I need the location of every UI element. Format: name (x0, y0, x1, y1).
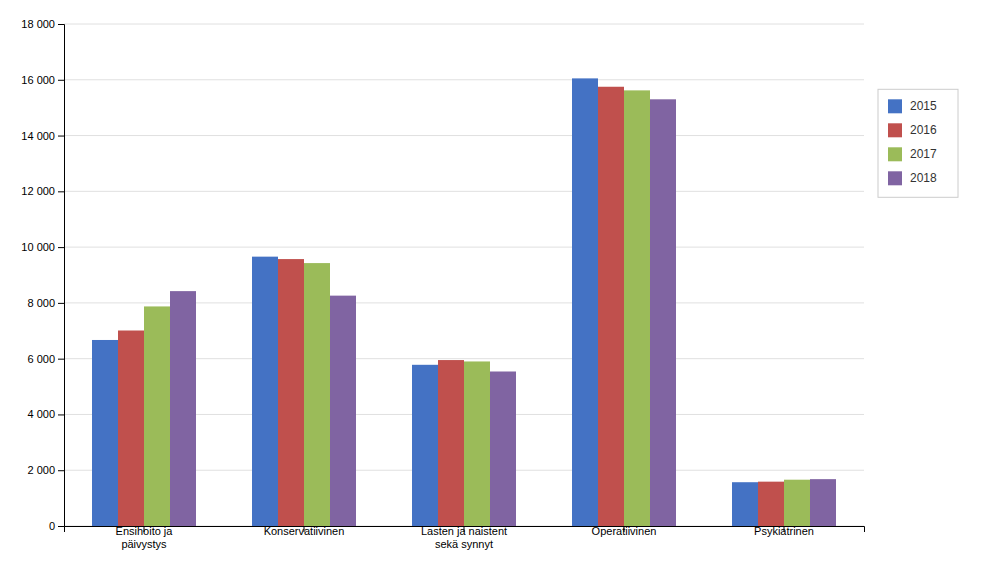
bar (118, 330, 144, 526)
bar (464, 361, 490, 526)
bar (170, 291, 196, 526)
bar (438, 360, 464, 526)
tick: 0 (49, 520, 64, 532)
legend-item: 2017 (888, 147, 937, 161)
bar (252, 257, 278, 526)
tick: 6 000 (27, 353, 64, 365)
x-axis: Ensihoito japäivystys Konservatiivinen Las… (65, 525, 865, 550)
grid-line (64, 191, 864, 192)
legend: 2015 2016 2017 2018 (878, 89, 958, 197)
bar (412, 365, 438, 526)
bar (144, 306, 170, 526)
tick: 10 000 (21, 241, 64, 253)
tick: 18 000 (21, 18, 64, 30)
tick-label: Ensihoito japäivystys (116, 525, 174, 550)
tick-mark (58, 136, 64, 137)
tick: Lasten ja naistentsekä synnyt (421, 525, 507, 550)
tick-label: Operatiivinen (592, 525, 657, 537)
legend-item: 2015 (888, 99, 937, 113)
tick-mark (58, 470, 64, 471)
grid-line (64, 247, 864, 248)
legend-label: 2015 (910, 100, 937, 114)
legend-swatch (888, 123, 902, 137)
tick: 8 000 (27, 297, 64, 309)
bar-series (118, 87, 784, 526)
plot: 0 2 000 4 000 6 000 8 000 10 000 12 000 14 000 1… (21, 18, 958, 550)
bar (732, 482, 758, 526)
tick-mark (58, 247, 64, 248)
y-axis: 0 2 000 4 000 6 000 8 000 10 000 12 000 14 000 1… (21, 18, 64, 532)
grid-line (64, 24, 864, 25)
bar (758, 482, 784, 526)
bar (304, 263, 330, 526)
bar-series (92, 78, 758, 526)
bar (810, 479, 836, 526)
axis-line (58, 25, 65, 527)
grid (64, 24, 864, 526)
bar-series (170, 99, 836, 526)
tick-mark (58, 526, 64, 527)
legend-swatch (888, 99, 902, 113)
tick-label-line: Operatiivinen (592, 525, 657, 537)
bar (330, 296, 356, 526)
legend-item: 2018 (888, 171, 937, 185)
tick-label: Konservatiivinen (264, 525, 345, 537)
tick: Psykiatrinen (754, 525, 814, 537)
grid-line (64, 135, 864, 136)
tick-label: 0 (49, 520, 55, 532)
legend-label: 2018 (910, 172, 937, 186)
tick-label: 12 000 (21, 185, 55, 197)
tick: 4 000 (27, 408, 64, 420)
bar (624, 90, 650, 526)
tick-label-line: Lasten ja naistent (421, 525, 507, 537)
chart: 0 2 000 4 000 6 000 8 000 10 000 12 000 14 000 1… (0, 0, 994, 582)
legend-swatch (888, 171, 902, 185)
tick-label-line: sekä synnyt (435, 538, 493, 550)
tick-label-line: Psykiatrinen (754, 525, 814, 537)
tick-mark (58, 303, 64, 304)
tick-label-line: päivystys (121, 538, 167, 550)
tick-mark (58, 24, 64, 25)
tick-label: 10 000 (21, 241, 55, 253)
tick-mark (58, 414, 64, 415)
bar (572, 78, 598, 526)
tick-label: 4 000 (27, 408, 55, 420)
bar (598, 87, 624, 526)
tick: Konservatiivinen (264, 525, 345, 537)
legend-item: 2016 (888, 123, 937, 137)
tick: Ensihoito japäivystys (116, 525, 174, 550)
bar-series (144, 90, 810, 526)
tick-label: 16 000 (21, 74, 55, 86)
legend-label: 2017 (910, 148, 937, 162)
tick: 12 000 (21, 185, 64, 197)
grid-line (64, 79, 864, 80)
tick-label-line: Konservatiivinen (264, 525, 345, 537)
tick-label: 2 000 (27, 464, 55, 476)
tick-label: Lasten ja naistentsekä synnyt (421, 525, 507, 550)
legend-frame (878, 89, 958, 197)
tick-label: 14 000 (21, 130, 55, 142)
legend-swatch (888, 147, 902, 161)
bar (490, 371, 516, 526)
tick: Operatiivinen (592, 525, 657, 537)
tick-label: 8 000 (27, 297, 55, 309)
bars (92, 78, 836, 526)
tick-mark (58, 191, 64, 192)
tick-mark (58, 80, 64, 81)
tick-label: 18 000 (21, 18, 55, 30)
tick-label: 6 000 (27, 353, 55, 365)
tick: 14 000 (21, 130, 64, 142)
tick-label: Psykiatrinen (754, 525, 814, 537)
legend-label: 2016 (910, 124, 937, 138)
tick-mark (58, 359, 64, 360)
bar (278, 259, 304, 526)
bar (784, 480, 810, 526)
bar (650, 99, 676, 526)
tick-label-line: Ensihoito ja (116, 525, 174, 537)
tick: 2 000 (27, 464, 64, 476)
bar (92, 340, 118, 526)
tick: 16 000 (21, 74, 64, 86)
